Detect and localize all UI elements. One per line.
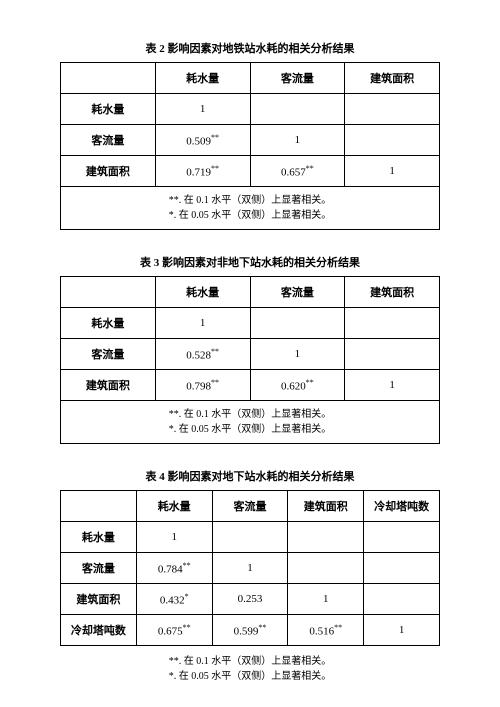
table-row: 耗水量 1: [61, 522, 440, 553]
table4-cell: [288, 553, 364, 584]
table3-col-header: 建筑面积: [345, 277, 440, 308]
table-row: 建筑面积 0.798** 0.620** 1: [61, 370, 440, 401]
table4-block: 表 4 影响因素对地下站水耗的相关分析结果 耗水量 客流量 建筑面积 冷却塔吨数…: [60, 468, 440, 684]
table4-cell: [364, 553, 440, 584]
table2-cell: [345, 125, 440, 156]
table2-footnote: **. 在 0.1 水平（双侧）上显著相关。 *. 在 0.05 水平（双侧）上…: [61, 187, 440, 230]
table-row: 建筑面积 0.719** 0.657** 1: [61, 156, 440, 187]
table4-cell: [364, 584, 440, 615]
table-row: 建筑面积 0.432* 0.253 1: [61, 584, 440, 615]
table4-col-header: 耗水量: [136, 491, 212, 522]
table3-title: 表 3 影响因素对非地下站水耗的相关分析结果: [60, 254, 440, 270]
table3-header-row: 耗水量 客流量 建筑面积: [61, 277, 440, 308]
footnote-line2: *. 在 0.05 水平（双侧）上显著相关。: [169, 671, 332, 682]
table4-cell: [288, 522, 364, 553]
table4-cell: 0.432*: [136, 584, 212, 615]
table3-cell: 0.620**: [250, 370, 345, 401]
table2-footnote-row: **. 在 0.1 水平（双侧）上显著相关。 *. 在 0.05 水平（双侧）上…: [61, 187, 440, 230]
table4-cell: 1: [288, 584, 364, 615]
table3-cell: [345, 339, 440, 370]
table3-row-label: 建筑面积: [61, 370, 156, 401]
table2-cell: 0.719**: [155, 156, 250, 187]
table-row: 客流量 0.784** 1: [61, 553, 440, 584]
table4-footnote: **. 在 0.1 水平（双侧）上显著相关。 *. 在 0.05 水平（双侧）上…: [60, 654, 440, 684]
footnote-line1: **. 在 0.1 水平（双侧）上显著相关。: [169, 656, 332, 667]
footnote-line2: *. 在 0.05 水平（双侧）上显著相关。: [169, 210, 332, 221]
table4-cell: 0.516**: [288, 615, 364, 646]
table3-row-label: 耗水量: [61, 308, 156, 339]
table4-cell: [364, 522, 440, 553]
footnote-line1: **. 在 0.1 水平（双侧）上显著相关。: [169, 409, 332, 420]
table2-cell: 1: [155, 94, 250, 125]
table4-row-label: 客流量: [61, 553, 137, 584]
table4-col-header: 冷却塔吨数: [364, 491, 440, 522]
table2-cell: 1: [250, 125, 345, 156]
footnote-line2: *. 在 0.05 水平（双侧）上显著相关。: [169, 424, 332, 435]
table4-cell: 0.675**: [136, 615, 212, 646]
table4-title: 表 4 影响因素对地下站水耗的相关分析结果: [60, 468, 440, 484]
table4-col-header: 建筑面积: [288, 491, 364, 522]
table4-col-header: 客流量: [212, 491, 288, 522]
table3-cell: 1: [345, 370, 440, 401]
table3: 耗水量 客流量 建筑面积 耗水量 1 客流量 0.528** 1 建筑面积 0.…: [60, 276, 440, 444]
footnote-line1: **. 在 0.1 水平（双侧）上显著相关。: [169, 195, 332, 206]
table2-row-label: 建筑面积: [61, 156, 156, 187]
table3-col-header: 耗水量: [155, 277, 250, 308]
table2-col-header: 建筑面积: [345, 63, 440, 94]
table4-header-row: 耗水量 客流量 建筑面积 冷却塔吨数: [61, 491, 440, 522]
table4-cell: 1: [136, 522, 212, 553]
table2-cell: 0.657**: [250, 156, 345, 187]
table4-cell: 0.784**: [136, 553, 212, 584]
table2: 耗水量 客流量 建筑面积 耗水量 1 客流量 0.509** 1 建筑面积 0.…: [60, 62, 440, 230]
table2-cell: [250, 94, 345, 125]
table3-footnote: **. 在 0.1 水平（双侧）上显著相关。 *. 在 0.05 水平（双侧）上…: [61, 401, 440, 444]
table2-header-row: 耗水量 客流量 建筑面积: [61, 63, 440, 94]
table3-cell: 1: [250, 339, 345, 370]
table2-col-header: 客流量: [250, 63, 345, 94]
table4-row-label: 建筑面积: [61, 584, 137, 615]
table4-row-label: 冷却塔吨数: [61, 615, 137, 646]
table3-cell: 0.798**: [155, 370, 250, 401]
table2-title: 表 2 影响因素对地铁站水耗的相关分析结果: [60, 40, 440, 56]
table3-cell: 0.528**: [155, 339, 250, 370]
table4-cell: 1: [364, 615, 440, 646]
table4-cell: 0.253: [212, 584, 288, 615]
table4-cell: 1: [212, 553, 288, 584]
table-row: 耗水量 1: [61, 94, 440, 125]
table4: 耗水量 客流量 建筑面积 冷却塔吨数 耗水量 1 客流量 0.784** 1 建…: [60, 490, 440, 646]
table3-cell: [345, 308, 440, 339]
table4-row-label: 耗水量: [61, 522, 137, 553]
table3-col-header: 客流量: [250, 277, 345, 308]
table2-row-label: 耗水量: [61, 94, 156, 125]
table2-block: 表 2 影响因素对地铁站水耗的相关分析结果 耗水量 客流量 建筑面积 耗水量 1…: [60, 40, 440, 230]
table2-cell: [345, 94, 440, 125]
table4-corner: [61, 491, 137, 522]
table3-footnote-row: **. 在 0.1 水平（双侧）上显著相关。 *. 在 0.05 水平（双侧）上…: [61, 401, 440, 444]
table2-row-label: 客流量: [61, 125, 156, 156]
table2-col-header: 耗水量: [155, 63, 250, 94]
table3-corner: [61, 277, 156, 308]
table3-cell: [250, 308, 345, 339]
table3-block: 表 3 影响因素对非地下站水耗的相关分析结果 耗水量 客流量 建筑面积 耗水量 …: [60, 254, 440, 444]
table-row: 客流量 0.528** 1: [61, 339, 440, 370]
table2-cell: 1: [345, 156, 440, 187]
table3-row-label: 客流量: [61, 339, 156, 370]
table-row: 耗水量 1: [61, 308, 440, 339]
table4-cell: [212, 522, 288, 553]
table2-cell: 0.509**: [155, 125, 250, 156]
table2-corner: [61, 63, 156, 94]
table4-cell: 0.599**: [212, 615, 288, 646]
table-row: 冷却塔吨数 0.675** 0.599** 0.516** 1: [61, 615, 440, 646]
table-row: 客流量 0.509** 1: [61, 125, 440, 156]
table3-cell: 1: [155, 308, 250, 339]
